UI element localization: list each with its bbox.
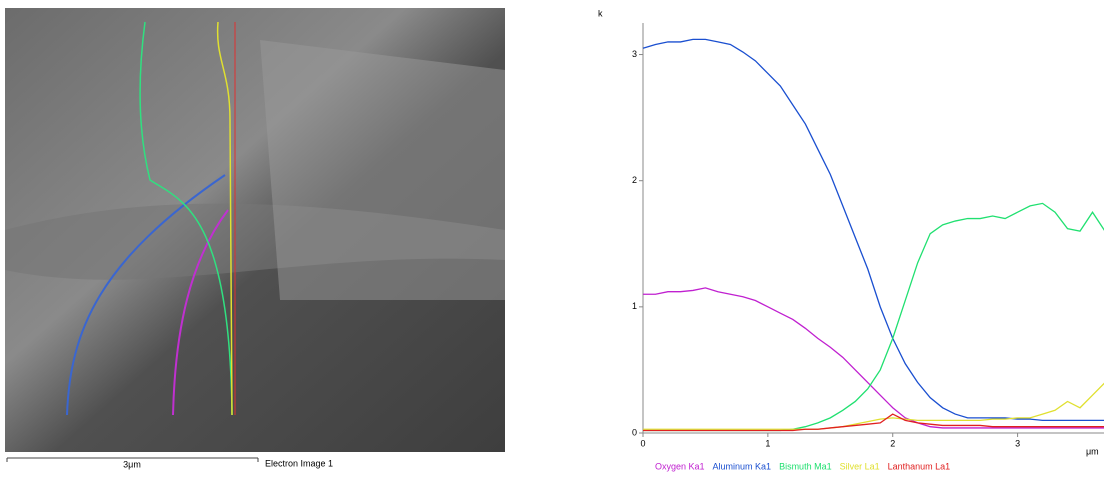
scan-trace — [172, 209, 229, 416]
image-caption: Electron Image 1 — [265, 458, 333, 468]
x-tick-label: 0 — [640, 438, 645, 448]
series-line — [643, 202, 1104, 432]
y-tick-label: 3 — [632, 49, 637, 59]
x-tick-label: 1 — [765, 438, 770, 448]
legend-entry: Bismuth Ma1 — [779, 461, 832, 471]
x-tick-label: 2 — [890, 438, 895, 448]
series-line — [642, 38, 1104, 422]
sem-crystal — [260, 40, 505, 300]
electron-image: 3μm Electron Image 1 — [5, 8, 505, 469]
legend-entry: Oxygen Ka1 — [655, 461, 705, 471]
scan-trace — [139, 21, 233, 416]
legend-entry: Silver La1 — [840, 461, 880, 471]
scan-trace — [66, 174, 226, 416]
y-tick-label: 0 — [632, 427, 637, 437]
series-line — [643, 413, 1104, 432]
series-line — [643, 287, 1104, 429]
scale-bar-label: 3μm — [123, 459, 141, 469]
y-axis-label: k — [598, 8, 603, 18]
x-tick-label: 3 — [1015, 438, 1020, 448]
series-line — [643, 382, 1104, 430]
y-tick-label: 1 — [632, 301, 637, 311]
scan-trace — [216, 21, 233, 416]
legend-entry: Aluminum Ka1 — [713, 461, 772, 471]
y-tick-label: 2 — [632, 175, 637, 185]
chart: k μm 0 1 2 3 0 1 2 3 Oxygen Ka1 Aluminum Ka1 Bismu… — [598, 8, 1104, 471]
scale-bar — [6, 457, 259, 462]
legend-entry: Lanthanum La1 — [888, 461, 951, 471]
x-axis-label: μm — [1086, 446, 1099, 456]
